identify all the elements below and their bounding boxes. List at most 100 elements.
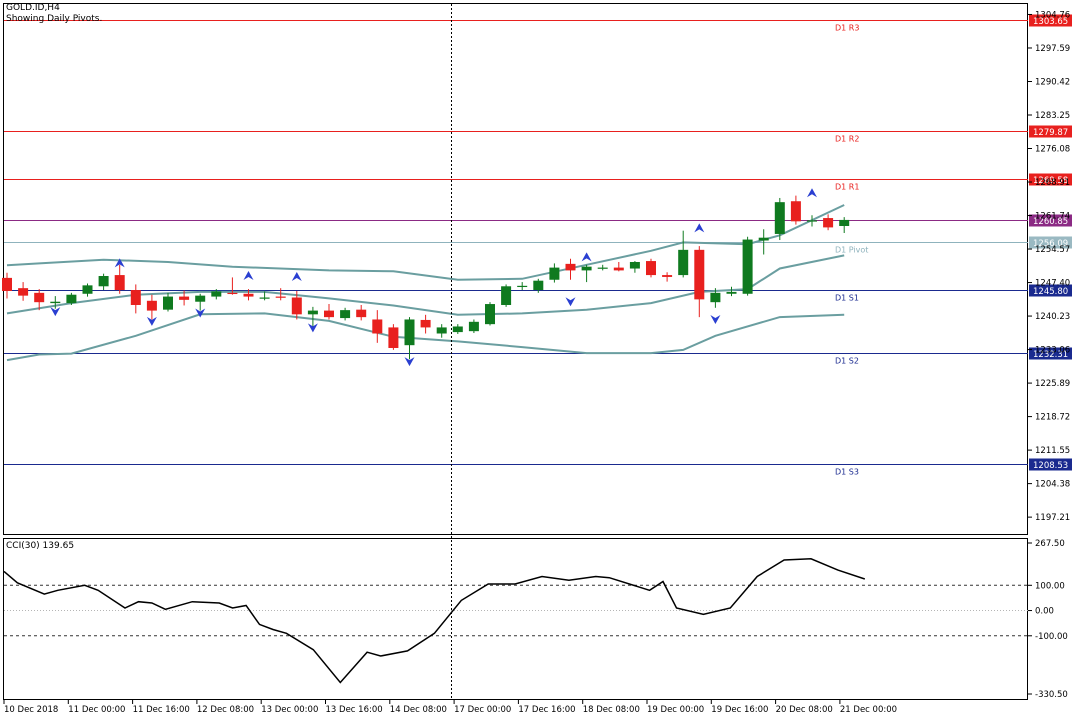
pivot-name: D1 R2: [835, 135, 859, 144]
candle: [613, 261, 624, 272]
pivot-price-badge: [1029, 14, 1072, 27]
candle-body: [179, 296, 190, 300]
candle-body: [356, 309, 367, 318]
pivot-price-label: 1260.85: [1033, 217, 1068, 227]
candle-body: [211, 291, 222, 297]
pivot-price-label: 1279.87: [1033, 128, 1068, 138]
price-tick-label: 1254.57: [1035, 245, 1070, 255]
price-tick-label: 1261.74: [1035, 212, 1070, 222]
candle: [98, 273, 109, 291]
price-tick-label: 1283.25: [1035, 111, 1070, 121]
candle-body: [227, 292, 238, 295]
cci-line: [3, 558, 866, 684]
candle-body: [2, 277, 12, 291]
pivot-price-label: 1245.80: [1033, 287, 1068, 297]
price-tick-label: 1290.42: [1035, 77, 1070, 87]
candle: [227, 277, 238, 295]
candle-body: [485, 304, 495, 325]
pivot-price-badge: [1029, 173, 1072, 186]
pivot-name: D1 S3: [835, 468, 859, 477]
candle: [388, 324, 399, 350]
candle: [211, 289, 222, 300]
pivot-name: D1 R1: [835, 183, 859, 192]
fractal-down-icon: [404, 357, 415, 367]
fractal-down-icon: [710, 315, 721, 325]
candle: [307, 306, 318, 327]
candle-body: [823, 218, 834, 228]
candle: [372, 310, 383, 343]
candle-body: [388, 327, 399, 348]
symbol-timeframe-label: GOLD.ID,H4: [6, 3, 60, 13]
candle: [597, 264, 608, 271]
candle-body: [597, 267, 608, 269]
pivot-price-label: 1303.65: [1033, 17, 1068, 27]
candle: [678, 230, 689, 278]
candle: [694, 246, 705, 318]
candle: [790, 195, 801, 225]
cci-tick-label: -100.00: [1035, 632, 1068, 642]
price-axis: 1304.76 1297.59 1290.42 1283.25 1276.08 1268.…: [1028, 10, 1070, 523]
candle: [130, 284, 141, 314]
bands: [6, 204, 845, 362]
candle: [662, 272, 673, 282]
candle-body: [307, 310, 318, 315]
candle-body: [259, 297, 270, 299]
fractals: [50, 188, 817, 367]
band-middle: [6, 254, 845, 316]
candle: [340, 307, 351, 321]
pivot-price-badge: [1029, 458, 1072, 471]
pivot-name: D1 Pivot: [835, 246, 868, 255]
time-tick-label: 10 Dec 2018: [4, 705, 58, 715]
candle-body: [18, 288, 29, 296]
candle-body: [372, 319, 383, 334]
candle-body: [468, 321, 479, 332]
candle-body: [420, 319, 431, 328]
candle: [275, 288, 286, 301]
fractal-down-icon: [565, 297, 576, 307]
candle: [259, 291, 270, 301]
candle-body: [742, 239, 753, 294]
candle-body: [501, 286, 512, 305]
candle-body: [82, 285, 93, 294]
time-tick-label: 19 Dec 16:00: [711, 705, 768, 715]
pivot-name: D1 R3: [835, 24, 859, 33]
price-tick-label: 1268.91: [1035, 178, 1070, 188]
cci-tick-label: 100.00: [1035, 581, 1065, 591]
candle-body: [114, 275, 125, 291]
candle: [807, 215, 817, 227]
candle-body: [807, 220, 817, 222]
candle: [18, 282, 29, 301]
time-tick-label: 13 Dec 16:00: [326, 705, 383, 715]
cci-indicator: 267.50 100.00 0.00 -100.00 -330.50: [3, 539, 1068, 700]
fractal-up-icon: [243, 271, 254, 281]
candles: [2, 195, 850, 360]
candle-body: [710, 292, 721, 303]
price-tick-label: 1225.89: [1035, 379, 1070, 389]
candle: [452, 324, 463, 334]
candle-body: [34, 292, 45, 303]
cci-panel-border: [3, 538, 1028, 700]
candle-body: [694, 249, 705, 300]
price-tick-label: 1218.72: [1035, 413, 1070, 423]
candle-body: [146, 300, 157, 311]
price-tick-label: 1211.55: [1035, 446, 1070, 456]
candle: [243, 289, 254, 301]
candle: [66, 292, 77, 305]
time-tick-label: 13 Dec 00:00: [261, 705, 318, 715]
candle: [146, 294, 157, 320]
candle-body: [790, 201, 801, 222]
candle-body: [195, 295, 206, 302]
candle: [82, 283, 93, 297]
price-tick-label: 1233.06: [1035, 346, 1070, 356]
pivot-lines: D1 R3 1303.65 D1 R2 1279.87 D1 R1 1269.58 1260…: [4, 14, 1072, 477]
candle: [533, 278, 544, 293]
candle: [2, 272, 12, 299]
time-tick-label: 12 Dec 08:00: [197, 705, 254, 715]
price-tick-label: 1297.59: [1035, 44, 1070, 54]
candle-body: [50, 301, 61, 304]
band-lower: [6, 312, 845, 362]
candle-body: [243, 293, 254, 297]
candle: [114, 264, 125, 294]
cci-tick-label: -330.50: [1035, 690, 1068, 700]
